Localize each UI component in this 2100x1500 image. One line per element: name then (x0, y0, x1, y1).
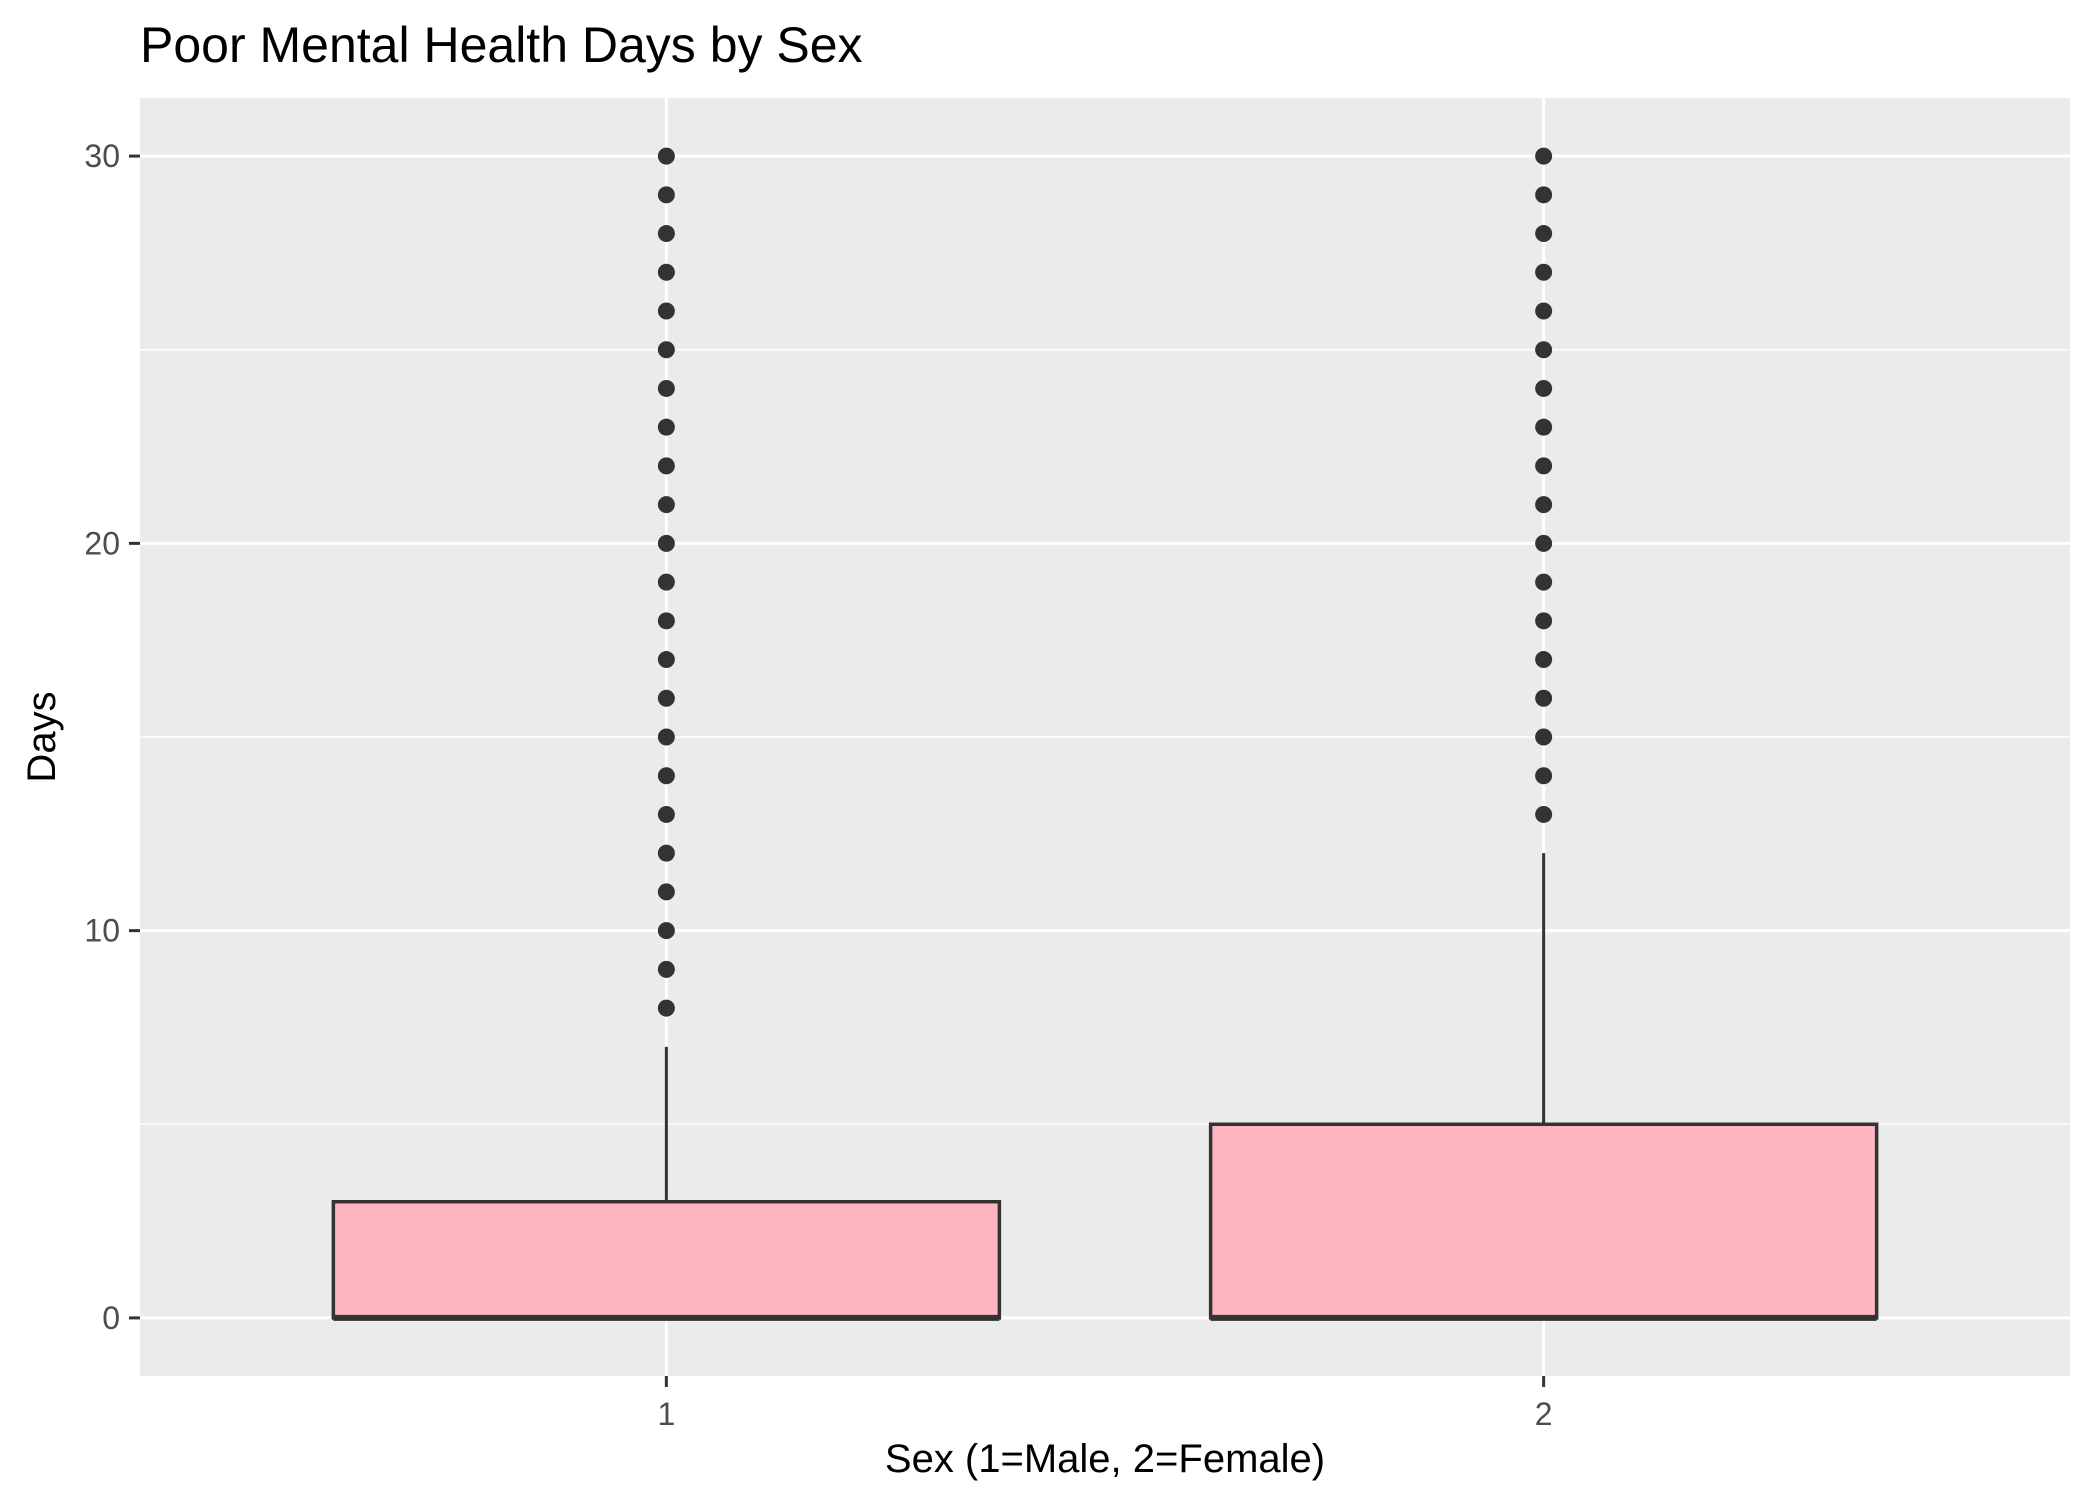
outlier-point (1535, 651, 1553, 669)
outlier-point (657, 999, 675, 1017)
box-group-2 (1208, 147, 1879, 1321)
x-axis-title: Sex (1=Male, 2=Female) (885, 1437, 1325, 1481)
chart-title: Poor Mental Health Days by Sex (140, 17, 863, 73)
outlier-point (1535, 457, 1553, 475)
outlier-point (657, 689, 675, 707)
outlier-point (657, 341, 675, 359)
outlier-point (1535, 302, 1553, 320)
outlier-point (657, 147, 675, 165)
box-group-1 (331, 147, 1002, 1321)
outlier-point (657, 883, 675, 901)
y-axis: 0 10 20 30 (84, 138, 140, 1336)
outlier-point (1535, 534, 1553, 552)
outlier-point (657, 922, 675, 940)
y-tick-label: 20 (84, 525, 120, 561)
outlier-point (1535, 147, 1553, 165)
x-tick-label: 1 (657, 1396, 675, 1432)
y-tick-label: 0 (102, 1300, 120, 1336)
outlier-point (657, 457, 675, 475)
outlier-point (657, 844, 675, 862)
outlier-point (657, 302, 675, 320)
outlier-point (1535, 573, 1553, 591)
outlier-point (657, 960, 675, 978)
outlier-point (657, 612, 675, 630)
outlier-point (1535, 379, 1553, 397)
y-tick-label: 10 (84, 913, 120, 949)
outlier-point (657, 805, 675, 823)
outlier-point (1535, 728, 1553, 746)
box-iqr (1208, 1122, 1879, 1320)
outlier-point (1535, 767, 1553, 785)
outlier-point (1535, 225, 1553, 243)
outlier-point (657, 573, 675, 591)
y-axis-title: Days (20, 691, 64, 782)
outlier-point (657, 379, 675, 397)
outlier-point (1535, 186, 1553, 204)
outlier-point (1535, 418, 1553, 436)
y-tick-label: 30 (84, 138, 120, 174)
outlier-point (1535, 612, 1553, 630)
outlier-point (1535, 805, 1553, 823)
box-series (331, 147, 1879, 1321)
outlier-point (1535, 496, 1553, 514)
outlier-point (657, 225, 675, 243)
outlier-point (657, 496, 675, 514)
box-iqr (331, 1199, 1002, 1320)
x-tick-label: 2 (1535, 1396, 1553, 1432)
outlier-point (657, 418, 675, 436)
outlier-point (657, 186, 675, 204)
outlier-point (1535, 341, 1553, 359)
outlier-point (657, 767, 675, 785)
outlier-point (657, 263, 675, 281)
outlier-point (1535, 263, 1553, 281)
outlier-point (657, 728, 675, 746)
outlier-point (657, 651, 675, 669)
outlier-point (1535, 689, 1553, 707)
outlier-point (657, 534, 675, 552)
